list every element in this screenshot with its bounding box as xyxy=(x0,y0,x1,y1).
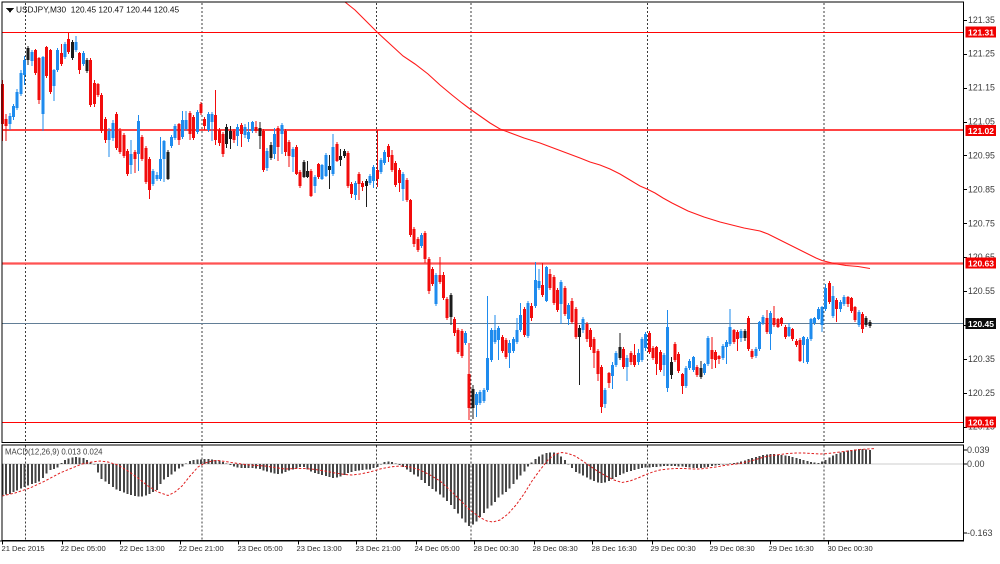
svg-text:120.63: 120.63 xyxy=(968,259,994,269)
svg-text:21 Dec 2015: 21 Dec 2015 xyxy=(2,544,45,553)
svg-text:120.16: 120.16 xyxy=(968,418,994,428)
svg-text:120.55: 120.55 xyxy=(968,286,995,296)
svg-text:29 Dec 08:30: 29 Dec 08:30 xyxy=(710,544,755,553)
svg-text:121.35: 121.35 xyxy=(968,15,995,25)
svg-text:23 Dec 13:00: 23 Dec 13:00 xyxy=(297,544,342,553)
svg-text:121.05: 121.05 xyxy=(968,117,995,127)
svg-text:USDJPY,M30 120.45 120.47 120.: USDJPY,M30 120.45 120.47 120.44 120.45 xyxy=(16,5,180,15)
svg-text:29 Dec 00:30: 29 Dec 00:30 xyxy=(651,544,696,553)
svg-text:24 Dec 05:00: 24 Dec 05:00 xyxy=(415,544,460,553)
svg-text:22 Dec 21:00: 22 Dec 21:00 xyxy=(179,544,224,553)
svg-text:121.15: 121.15 xyxy=(968,83,995,93)
svg-text:121.25: 121.25 xyxy=(968,49,995,59)
svg-text:23 Dec 05:00: 23 Dec 05:00 xyxy=(238,544,283,553)
svg-text:120.65: 120.65 xyxy=(968,252,995,262)
svg-text:28 Dec 00:30: 28 Dec 00:30 xyxy=(474,544,519,553)
svg-text:MACD(12,26,9) 0.013 0.024: MACD(12,26,9) 0.013 0.024 xyxy=(5,448,103,457)
svg-text:28 Dec 08:30: 28 Dec 08:30 xyxy=(533,544,578,553)
svg-text:120.75: 120.75 xyxy=(968,218,995,228)
svg-text:120.25: 120.25 xyxy=(968,388,995,398)
svg-text:120.85: 120.85 xyxy=(968,184,995,194)
svg-text:120.45: 120.45 xyxy=(968,319,994,329)
svg-text:22 Dec 05:00: 22 Dec 05:00 xyxy=(61,544,106,553)
svg-text:30 Dec 00:30: 30 Dec 00:30 xyxy=(828,544,873,553)
svg-text:120.35: 120.35 xyxy=(968,354,995,364)
svg-text:-0.163: -0.163 xyxy=(967,528,993,538)
svg-text:29 Dec 16:30: 29 Dec 16:30 xyxy=(769,544,814,553)
svg-text:0.00: 0.00 xyxy=(967,459,985,469)
svg-text:0.039: 0.039 xyxy=(967,445,990,455)
svg-text:28 Dec 16:30: 28 Dec 16:30 xyxy=(592,544,637,553)
svg-text:22 Dec 13:00: 22 Dec 13:00 xyxy=(120,544,165,553)
svg-text:23 Dec 21:00: 23 Dec 21:00 xyxy=(356,544,401,553)
svg-text:121.31: 121.31 xyxy=(968,28,994,38)
svg-text:121.02: 121.02 xyxy=(968,126,994,136)
svg-text:120.95: 120.95 xyxy=(968,150,995,160)
